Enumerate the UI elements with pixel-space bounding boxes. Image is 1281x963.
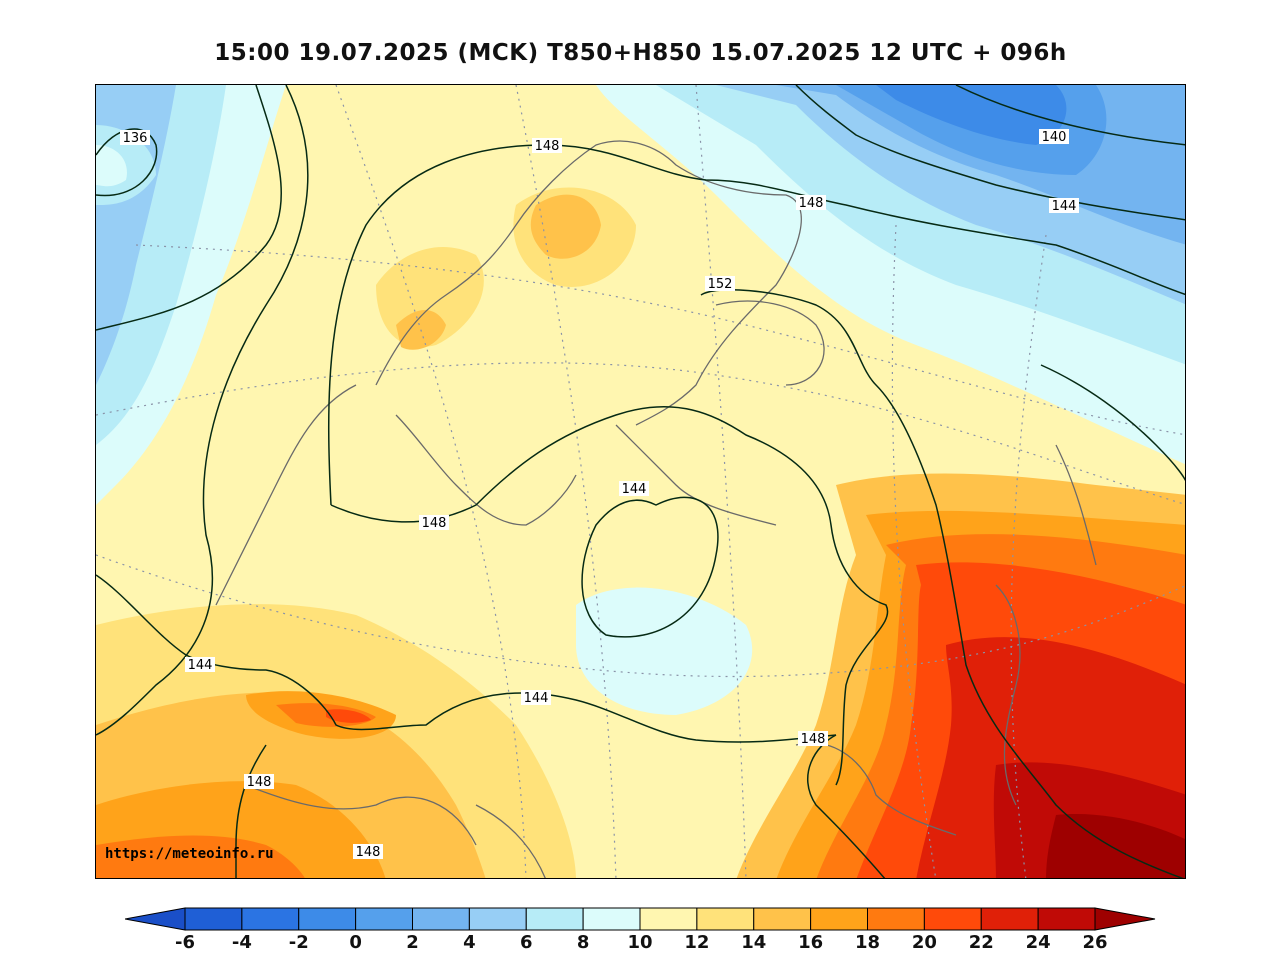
colorbar-cell [810,907,868,931]
contour-label: 144 [1052,199,1077,214]
colorbar-tick-label: 10 [627,932,653,953]
colorbar-tick-label: 14 [741,932,767,953]
colorbar-tick-label: -2 [288,932,309,953]
contour-label: 136 [123,131,148,146]
contour-label: 148 [801,732,826,747]
temperature-field: 136 148 148 152 140 144 144 148 144 144 … [96,85,1185,878]
colorbar-tick-label: 12 [684,932,710,953]
colorbar-tick-label: 8 [576,932,590,953]
colorbar-under-arrow [125,907,186,931]
weather-map: 136 148 148 152 140 144 144 148 144 144 … [95,84,1186,879]
colorbar-tick-label: 20 [911,932,937,953]
contour-label: 140 [1042,130,1067,145]
map-title: 15:00 19.07.2025 (MCK) T850+H850 15.07.2… [214,40,1067,66]
colorbar-cell [696,907,755,931]
contour-label-box [798,731,828,746]
contour-label: 152 [708,277,733,292]
colorbar-cell [468,907,527,931]
contour-label-box [353,844,383,859]
colorbar-tick-label: 4 [463,932,476,953]
contour-label-box [532,138,562,153]
colorbar-tick-label: 2 [406,932,419,953]
colorbar-tick-label: -4 [231,932,252,953]
colorbar-cell [923,907,982,931]
contour-label-box [419,515,449,530]
colorbar [125,907,1156,931]
graticule [96,85,1185,878]
contour-label: 144 [622,482,647,497]
colorbar-tick-label: 6 [519,932,533,953]
colorbar-cell [184,907,243,931]
source-url: https://meteoinfo.ru [105,846,274,862]
colorbar-cell [298,907,357,931]
contour-label: 148 [247,775,272,790]
colorbar-cell [639,907,698,931]
contour-label: 148 [799,196,824,211]
geopotential-contours [96,85,1185,878]
colorbar-cell [980,907,1039,931]
colorbar-cell [867,907,925,931]
contour-label-box [244,774,274,789]
colorbar-cell [753,907,812,931]
colorbar-over-arrow [1094,907,1156,931]
colorbar-cells [184,907,1096,931]
contour-label-box [521,690,551,705]
colorbar-cell [355,907,413,931]
contour-label-box [1039,129,1069,144]
colorbar-tick-label: 22 [968,932,994,953]
contour-label: 148 [422,516,447,531]
colorbar-tick-label: 16 [798,932,824,953]
contour-label-box [705,276,735,291]
colorbar-cell [525,907,584,931]
contour-label-box [185,657,215,672]
contour-label-box [619,481,649,496]
contour-label: 148 [535,139,560,154]
contour-label: 144 [524,691,549,706]
contour-labels: 136 148 148 152 140 144 144 148 144 144 … [120,129,1079,860]
colorbar-ticks: -6 -4 -2 0 2 4 6 8 10 12 14 16 18 20 22 24 26 [0,932,1281,954]
contour-label: 144 [188,658,213,673]
contour-label-box [1049,198,1079,213]
colorbar-tick-label: -6 [175,932,195,953]
colorbar-cell [1037,907,1096,931]
colorbar-cell [412,907,470,931]
colorbar-tick-label: 24 [1025,932,1051,953]
colorbar-tick-label: 0 [349,932,362,953]
colorbar-tick-label: 26 [1082,932,1108,953]
colorbar-cell [582,907,641,931]
coastlines [215,140,1097,878]
contour-label-box [796,195,826,210]
contour-label: 148 [356,845,381,860]
contour-label-box [120,130,150,145]
colorbar-tick-label: 18 [854,932,881,953]
colorbar-cell [241,907,300,931]
